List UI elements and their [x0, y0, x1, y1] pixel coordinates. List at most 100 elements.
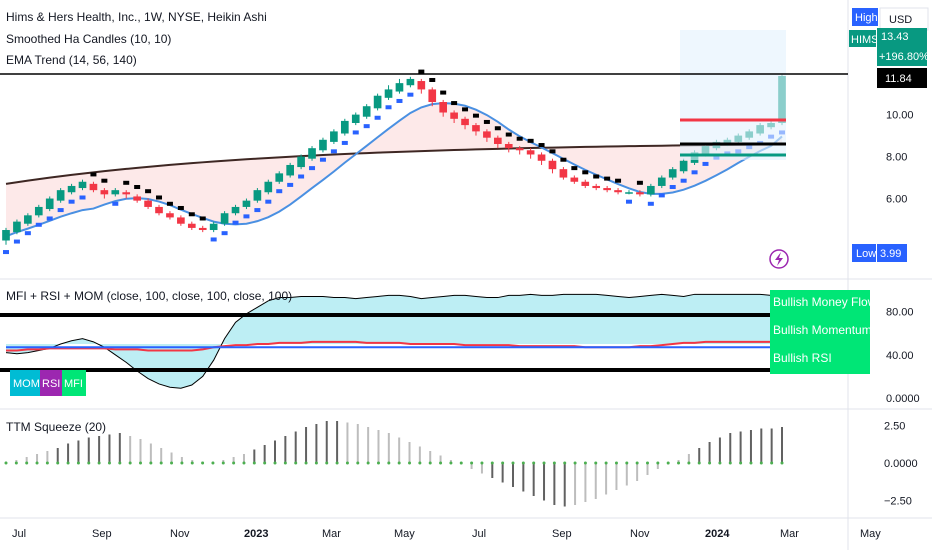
candle-body: [548, 160, 557, 170]
candle-body: [668, 169, 677, 178]
squeeze-dot: [656, 461, 660, 465]
squeeze-dot: [190, 461, 194, 465]
candle-body: [570, 177, 579, 182]
ema-fill-area: [6, 103, 782, 237]
squeeze-dot: [97, 461, 101, 465]
ha-dot: [385, 105, 392, 110]
squeeze-dot: [335, 461, 339, 465]
ha-dot: [13, 239, 20, 244]
squeeze-dot: [4, 461, 8, 465]
time-tick-label: Nov: [170, 528, 190, 540]
time-tick-label: Sep: [552, 528, 572, 540]
ha-dot: [625, 199, 632, 204]
high-tag: [852, 8, 878, 26]
ha-dot: [462, 107, 469, 112]
time-tick-label: Mar: [322, 528, 341, 540]
squeeze-dot: [45, 461, 49, 465]
candle-body: [504, 143, 513, 149]
ha-dot: [516, 136, 523, 141]
squeeze-dot: [314, 461, 318, 465]
candle-body: [45, 198, 54, 210]
bullish-money-flow-label: Bullish Money Flow: [773, 295, 877, 309]
time-tick-label: May: [394, 528, 415, 540]
ha-dot: [68, 199, 75, 204]
ha-dot: [276, 189, 283, 194]
candle-body: [679, 160, 688, 172]
ha-dot: [177, 205, 184, 210]
ha-dot: [407, 92, 414, 97]
ha-dot: [429, 77, 436, 82]
squeeze-dot: [614, 461, 618, 465]
squeeze-dot: [759, 461, 763, 465]
squeeze-dot: [397, 461, 401, 465]
ha-dot: [341, 140, 348, 145]
squeeze-dot: [749, 461, 753, 465]
candle-body: [636, 192, 644, 195]
candle-body: [155, 206, 163, 214]
squeeze-dot: [242, 461, 246, 465]
squeeze-dot: [439, 461, 443, 465]
osc-scale[interactable]: 80.00 40.00 0.0000: [886, 307, 920, 405]
candle-body: [308, 148, 316, 159]
main-price-scale[interactable]: 10.00 8.00 6.00: [886, 110, 914, 206]
symbol-tag-label: HIMS: [851, 34, 879, 46]
squeeze-dot: [573, 461, 577, 465]
ha-dot: [3, 250, 9, 255]
ha-dot: [483, 119, 490, 124]
candle-body: [122, 192, 131, 195]
squeeze-dot: [708, 461, 712, 465]
osc-tick-label: 40.00: [886, 350, 914, 362]
candle-body: [78, 181, 87, 189]
squeeze-dot: [14, 461, 18, 465]
candle-body: [494, 137, 502, 144]
candle-body: [592, 185, 601, 189]
chart-title: Hims & Hers Health, Inc., 1W, NYSE, Heik…: [6, 10, 267, 24]
squeeze-tick-label: −2.50: [884, 496, 912, 508]
ha-dot: [309, 166, 316, 171]
time-scale[interactable]: Jul Sep Nov 2023 Mar May Jul Sep Nov 2024 Mar May: [12, 528, 881, 540]
ha-dot: [505, 132, 512, 137]
candle-body: [100, 190, 109, 195]
squeeze-dot: [697, 461, 701, 465]
squeeze-dot: [170, 461, 174, 465]
lightning-icon[interactable]: [769, 249, 789, 269]
low-value-tag: [877, 244, 907, 262]
low-tag: [852, 244, 876, 262]
squeeze-dot: [428, 461, 432, 465]
candle-body: [111, 190, 120, 195]
squeeze-dot: [128, 461, 132, 465]
squeeze-dot: [521, 461, 525, 465]
candle-body: [144, 200, 152, 207]
squeeze-dot: [459, 461, 463, 465]
ha-dot: [79, 195, 86, 200]
squeeze-dot: [87, 461, 91, 465]
squeeze-dot: [345, 461, 349, 465]
symbol-price-label: 13.43: [881, 31, 909, 43]
rsi-tag: [40, 370, 62, 396]
squeeze-dot: [56, 461, 60, 465]
squeeze-dot: [677, 461, 681, 465]
ha-dot: [440, 90, 447, 95]
candle-body: [330, 131, 338, 142]
ha-dot: [582, 170, 589, 175]
squeeze-dot: [66, 461, 70, 465]
low-value-label: 3.99: [880, 248, 901, 260]
ha-dot: [46, 216, 53, 221]
squeeze-scale[interactable]: 2.50 0.0000 −2.50: [884, 421, 918, 508]
bullish-signals-box: [770, 290, 870, 374]
ha-dot: [691, 170, 698, 175]
candle-body: [559, 169, 568, 178]
ha-dot: [101, 178, 108, 183]
ha-dot: [134, 185, 141, 190]
squeeze-dot: [180, 461, 184, 465]
low-tag-label: Low: [856, 248, 876, 260]
squeeze-dot: [283, 461, 287, 465]
squeeze-dot: [490, 461, 494, 465]
last-price-tag: [877, 28, 927, 66]
ha-dot: [494, 126, 501, 131]
volume-profile-area: [680, 30, 786, 160]
squeeze-dots: [4, 461, 784, 465]
ema-cloud: [6, 103, 782, 237]
squeeze-dot: [480, 461, 484, 465]
